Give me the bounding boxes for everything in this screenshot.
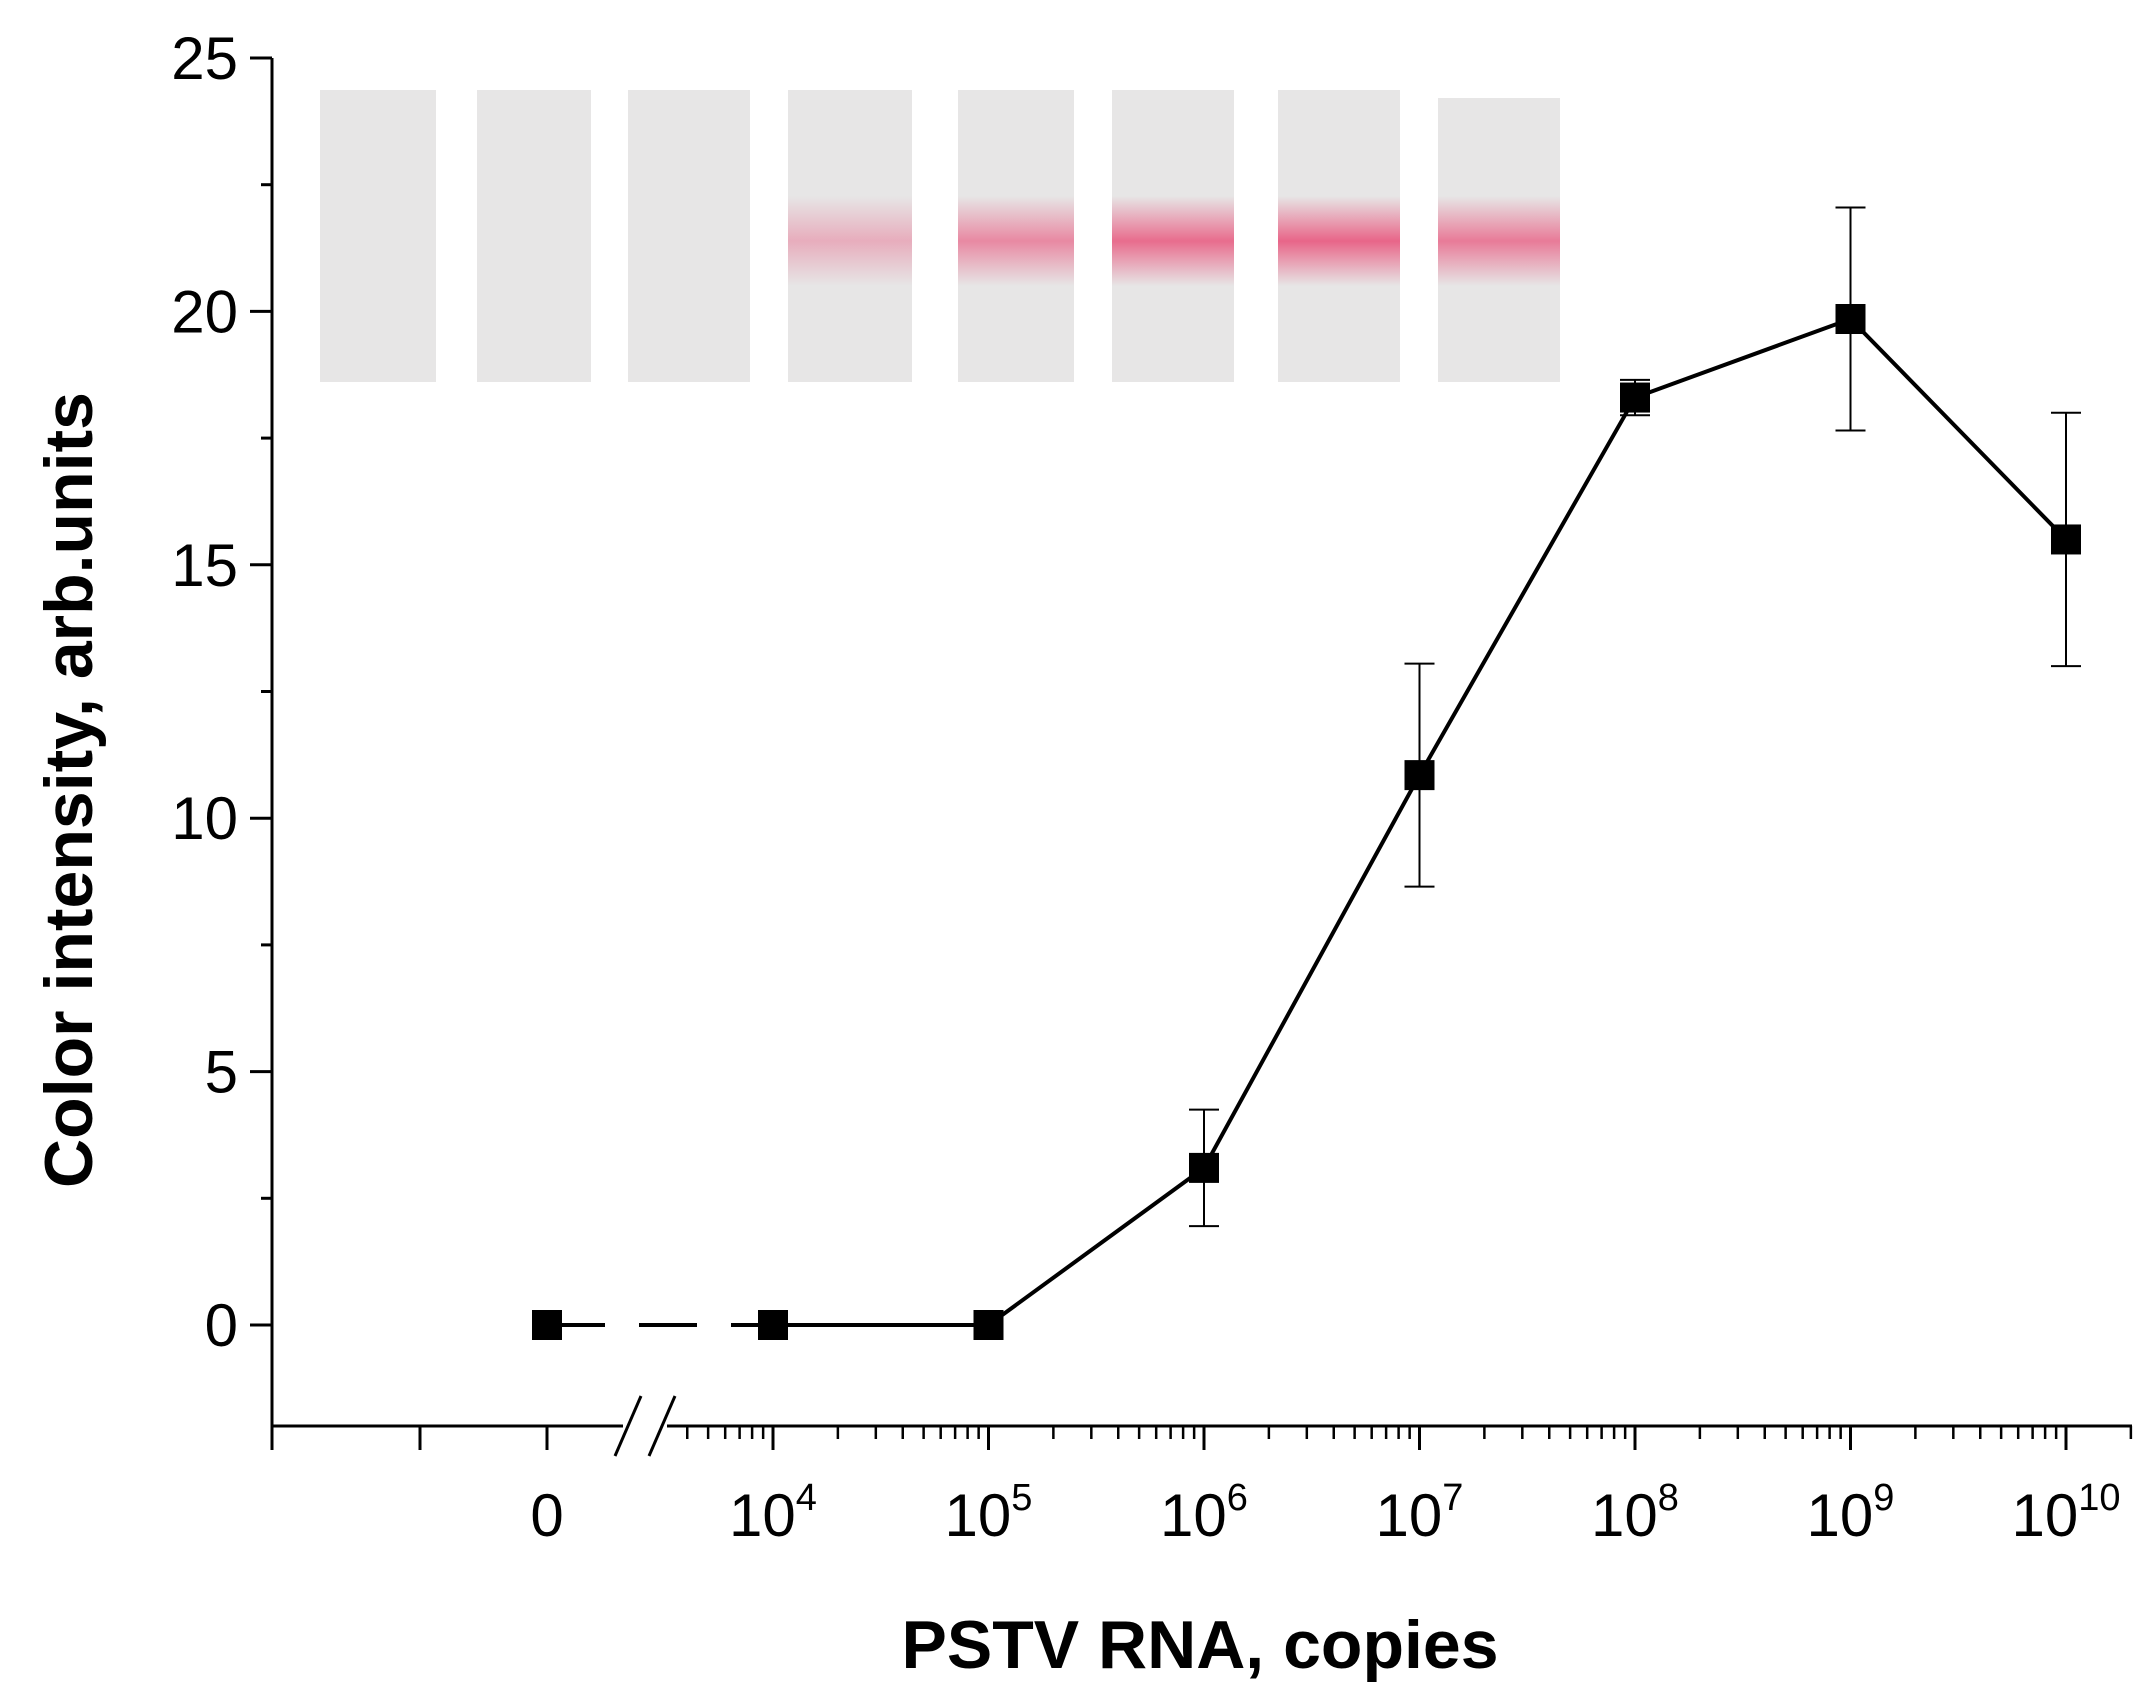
- data-point: [1620, 382, 1650, 413]
- x-tick-label: 104: [729, 1477, 817, 1549]
- data-point: [758, 1310, 788, 1340]
- x-tick-label: 108: [1591, 1477, 1679, 1549]
- x-tick-label: 0: [530, 1482, 563, 1549]
- axis-break-marks: [613, 1395, 677, 1457]
- test-line-band: [1438, 196, 1560, 286]
- x-ticks: 0 104 105 106 107 108 109 1010: [270, 1426, 2133, 1549]
- test-strip: [1278, 90, 1400, 382]
- y-tick-label: 10: [171, 785, 238, 852]
- data-point: [532, 1310, 562, 1340]
- test-strip-body: [628, 90, 750, 382]
- y-tick-label: 20: [171, 278, 238, 345]
- x-axis-title: PSTV RNA, copies: [901, 1607, 1498, 1683]
- y-axis-title: Color intensity, arb.units: [31, 392, 107, 1188]
- test-strip-inset: [320, 90, 1560, 382]
- data-point: [2051, 524, 2081, 555]
- y-ticks: 0 5 10 15 20 25: [171, 25, 272, 1359]
- x-tick-label: 106: [1160, 1477, 1248, 1549]
- test-strip: [320, 90, 436, 382]
- y-tick-label: 15: [171, 532, 238, 599]
- test-strip-body: [320, 90, 436, 382]
- y-tick-label: 25: [171, 25, 238, 92]
- x-tick-label: 107: [1376, 1477, 1464, 1549]
- test-strip: [788, 90, 912, 382]
- x-tick-label: 105: [945, 1477, 1033, 1549]
- test-line-band: [788, 196, 912, 286]
- x-tick-label: 109: [1807, 1477, 1895, 1549]
- test-line-band: [1112, 196, 1234, 286]
- test-strip: [477, 90, 591, 382]
- test-strip: [628, 90, 750, 382]
- test-line-band: [1278, 196, 1400, 286]
- data-point: [1835, 304, 1866, 335]
- y-tick-label: 0: [205, 1292, 238, 1359]
- data-point: [1189, 1152, 1219, 1183]
- data-point: [1404, 760, 1435, 791]
- series-pstv-rna: [532, 206, 2081, 1340]
- test-strip: [958, 90, 1074, 382]
- y-tick-label: 5: [205, 1039, 238, 1106]
- axis-break-slash: [613, 1395, 643, 1457]
- x-tick-label: 1010: [2011, 1477, 2120, 1549]
- test-strip-body: [477, 90, 591, 382]
- test-strip: [1112, 90, 1234, 382]
- test-strip: [1438, 98, 1560, 382]
- data-point: [973, 1310, 1004, 1340]
- axis-break-slash: [647, 1395, 677, 1457]
- test-line-band: [958, 196, 1074, 286]
